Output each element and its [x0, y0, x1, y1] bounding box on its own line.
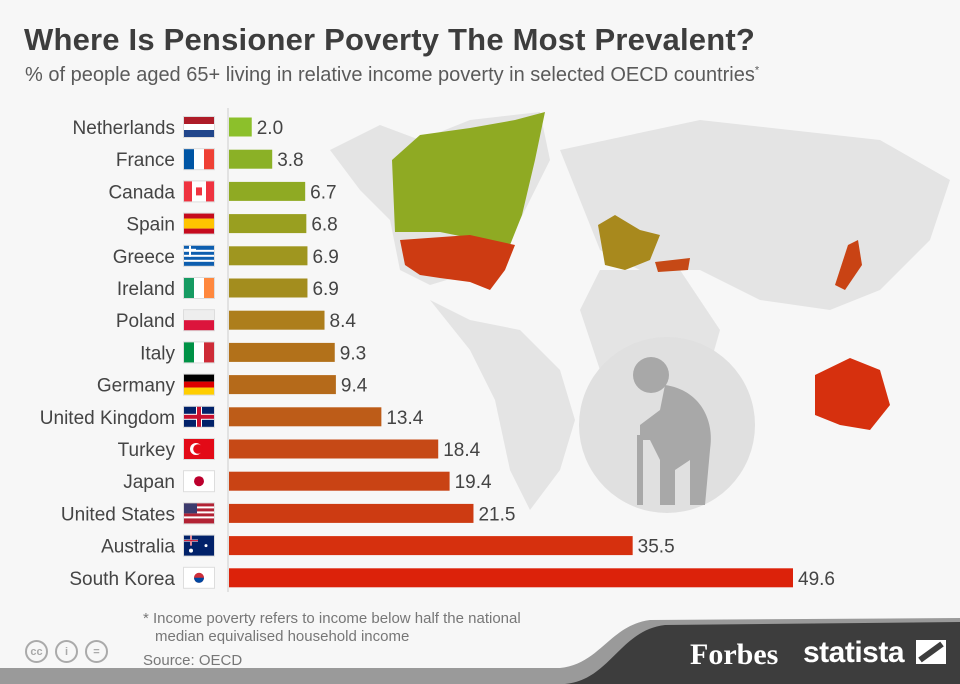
value-label: 19.4: [455, 472, 492, 493]
germany-flag-icon: [183, 373, 215, 396]
bar: [229, 471, 450, 491]
australia-flag-icon: [183, 534, 215, 557]
bar: [229, 214, 307, 234]
map-usa: [400, 235, 515, 290]
value-label: 13.4: [386, 408, 423, 429]
turkey-flag-icon: [183, 438, 215, 460]
bar: [229, 375, 336, 395]
map-turkey: [655, 258, 690, 272]
category-label: Netherlands: [73, 118, 175, 139]
category-label: Poland: [116, 311, 175, 332]
category-label: Italy: [140, 343, 175, 364]
italy-flag-icon: [183, 341, 215, 364]
value-label: 49.6: [798, 569, 835, 590]
statista-wordmark: statista: [803, 636, 905, 669]
category-label: United Kingdom: [40, 408, 175, 429]
value-label: 18.4: [443, 440, 480, 461]
value-label: 6.9: [312, 279, 338, 300]
value-label: 6.9: [312, 247, 338, 268]
value-label: 9.4: [341, 376, 368, 397]
license-icons: cc i =: [25, 640, 108, 663]
bar: [229, 149, 273, 169]
value-label: 6.7: [310, 182, 336, 203]
chart-subtitle: % of people aged 65+ living in relative …: [25, 64, 759, 87]
subtitle-text: % of people aged 65+ living in relative …: [25, 64, 755, 86]
attribution-icon[interactable]: i: [55, 640, 78, 663]
bar: [229, 407, 382, 427]
footnote-line-2: median equivalised household income: [155, 628, 410, 645]
spain-flag-icon: [183, 212, 215, 235]
chart-title: Where Is Pensioner Poverty The Most Prev…: [24, 22, 756, 57]
bar: [229, 342, 335, 362]
category-label: Germany: [97, 376, 176, 397]
united-states-flag-icon: [183, 502, 215, 525]
bar: [229, 117, 252, 137]
category-label: South Korea: [69, 569, 175, 590]
map-japan: [835, 240, 862, 290]
category-label: Spain: [126, 215, 175, 236]
value-label: 8.4: [330, 311, 357, 332]
category-label: Ireland: [117, 279, 175, 300]
map-canada: [392, 112, 545, 245]
bar: [229, 439, 439, 459]
bar: [229, 310, 325, 330]
forbes-logo[interactable]: Forbes: [690, 638, 779, 671]
japan-flag-icon: [183, 470, 215, 493]
bar: [229, 536, 633, 556]
map-australia: [815, 358, 890, 430]
ireland-flag-icon: [183, 277, 215, 299]
bar: [229, 503, 474, 523]
category-label: Greece: [113, 247, 175, 268]
value-label: 9.3: [340, 343, 366, 364]
greece-flag-icon: [183, 244, 215, 267]
statista-icon: [915, 640, 946, 664]
creative-commons-icon[interactable]: cc: [25, 640, 48, 663]
category-label: Australia: [101, 537, 175, 558]
category-label: United States: [61, 504, 175, 525]
footnote: * Income poverty refers to income below …: [143, 610, 521, 646]
elderly-person-icon: [633, 357, 711, 505]
source-label: Source: OECD: [143, 652, 243, 669]
value-label: 35.5: [638, 537, 675, 558]
statista-logo[interactable]: statista: [803, 636, 946, 670]
category-label: Japan: [123, 472, 175, 493]
canada-flag-icon: [183, 180, 215, 203]
value-label: 2.0: [257, 118, 283, 139]
bar: [229, 278, 308, 298]
bar: [229, 246, 308, 266]
united-kingdom-flag-icon: [183, 405, 215, 428]
value-label: 6.8: [311, 215, 337, 236]
category-label: Turkey: [118, 440, 176, 461]
poland-flag-icon: [183, 309, 215, 332]
footnote-line-1: * Income poverty refers to income below …: [143, 610, 521, 627]
category-label: France: [116, 150, 175, 171]
south-korea-flag-icon: [183, 566, 215, 589]
bar: [229, 568, 793, 588]
subtitle-asterisk: *: [754, 64, 760, 77]
value-label: 21.5: [478, 504, 515, 525]
france-flag-icon: [183, 148, 215, 171]
value-label: 3.8: [277, 150, 303, 171]
bar: [229, 181, 306, 201]
no-derivatives-icon[interactable]: =: [85, 640, 108, 663]
category-label: Canada: [108, 182, 175, 203]
map-europe: [598, 215, 660, 270]
netherlands-flag-icon: [183, 116, 215, 138]
